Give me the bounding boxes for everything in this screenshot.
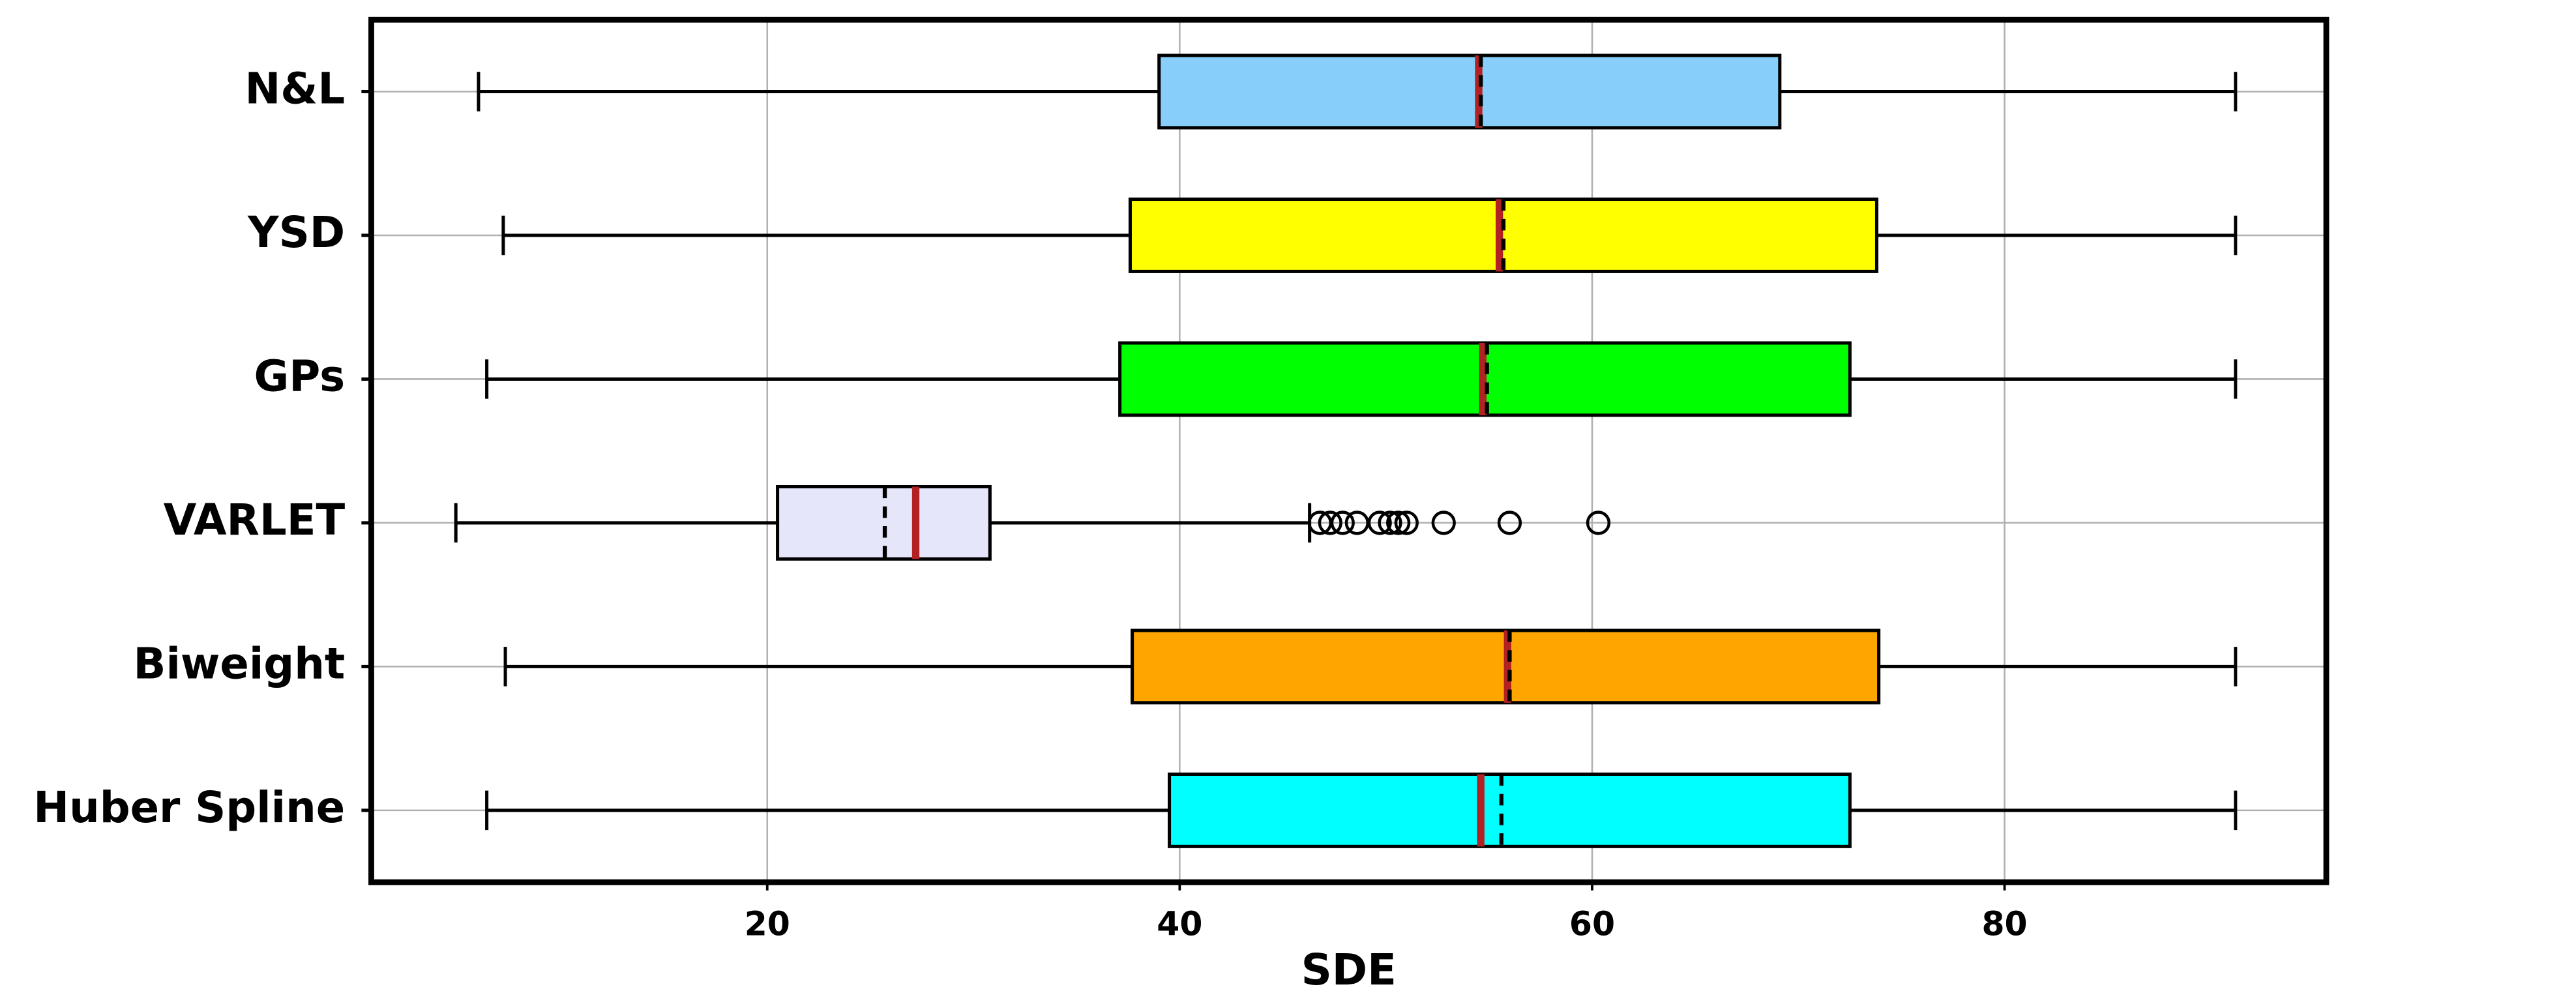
- outlier: [1586, 510, 1611, 535]
- y-tick-label: VARLET: [164, 496, 346, 545]
- x-tick-label: 40: [1157, 905, 1202, 943]
- outlier: [1431, 510, 1456, 535]
- outlier: [1497, 510, 1522, 535]
- outlier: [1330, 510, 1355, 535]
- outlier: [1394, 510, 1419, 535]
- plot-frame: [368, 16, 2330, 885]
- y-tick-label: Huber Spline: [33, 783, 345, 833]
- outlier: [1378, 510, 1402, 535]
- y-tick-label: N&L: [244, 65, 345, 114]
- y-tick-label: YSD: [247, 208, 345, 258]
- x-tick-label: 20: [745, 905, 790, 943]
- outlier: [1318, 510, 1342, 535]
- x-axis-label: SDE: [1301, 945, 1397, 995]
- outlier: [1367, 510, 1392, 535]
- x-tick-label: 60: [1569, 905, 1615, 943]
- y-tick-label: GPs: [254, 352, 346, 402]
- box: [1157, 53, 1782, 130]
- x-tick-label: 80: [1982, 905, 2028, 943]
- y-tick-label: Biweight: [134, 639, 346, 688]
- outlier: [1385, 510, 1411, 535]
- box: [1168, 772, 1852, 848]
